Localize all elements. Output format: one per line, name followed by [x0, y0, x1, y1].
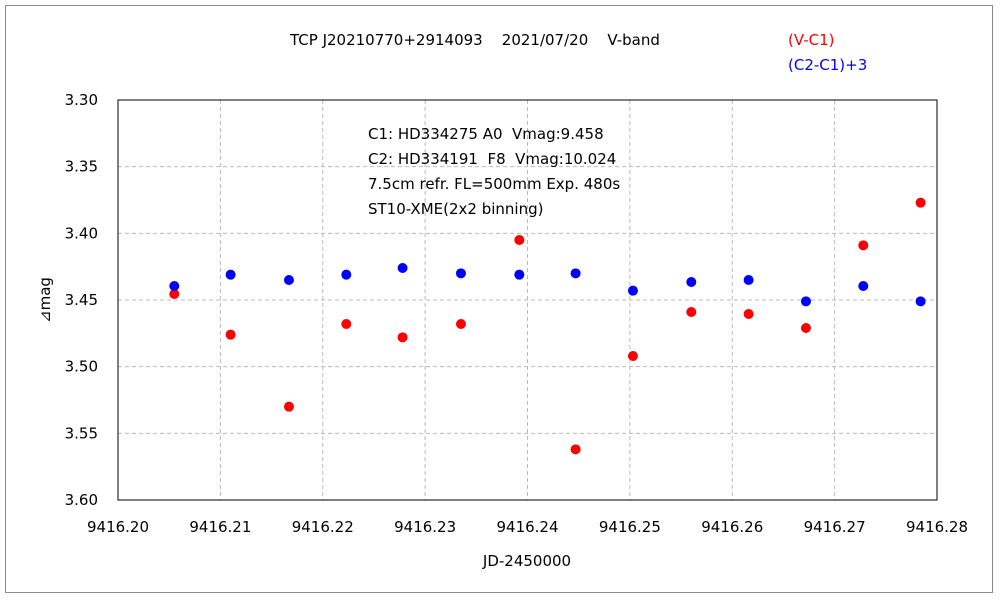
point-c2-c1 — [570, 268, 581, 279]
point-c2-c1 — [397, 263, 408, 273]
point-v-c1 — [341, 319, 352, 329]
x-tick-label: 9416.27 — [804, 518, 866, 536]
x-tick-label: 9416.20 — [87, 518, 149, 536]
x-tick-label: 9416.23 — [394, 518, 456, 536]
point-c2-c1 — [627, 285, 638, 296]
x-tick-label: 9416.22 — [292, 518, 354, 536]
plot-area — [117, 99, 938, 501]
data-points — [169, 197, 926, 455]
annotation-c2: C2: HD334191 F8 Vmag:10.024 — [368, 150, 616, 168]
legend-c2-c1: (C2-C1)+3 — [788, 56, 867, 74]
y-tick-label: 3.45 — [65, 291, 98, 309]
point-c2-c1 — [341, 269, 352, 280]
x-tick-label: 9416.21 — [189, 518, 251, 536]
point-c2-c1 — [514, 269, 525, 280]
point-v-c1 — [858, 240, 869, 251]
point-v-c1 — [915, 197, 926, 208]
point-v-c1 — [397, 332, 408, 343]
y-tick-label: 3.35 — [65, 158, 98, 176]
x-tick-label: 9416.25 — [599, 518, 661, 536]
chart-frame — [5, 5, 993, 593]
point-c2-c1 — [800, 296, 811, 307]
point-v-c1 — [225, 329, 236, 340]
x-tick-label: 9416.24 — [496, 518, 558, 536]
point-v-c1 — [627, 351, 638, 361]
point-c2-c1 — [858, 281, 869, 291]
x-axis-label: JD-2450000 — [482, 552, 571, 570]
grid — [118, 100, 937, 500]
point-v-c1 — [283, 401, 294, 412]
y-tick-label: 3.40 — [65, 224, 98, 242]
point-v-c1 — [169, 289, 180, 299]
y-tick-label: 3.50 — [65, 358, 98, 376]
tick-labels: 9416.20 9416.21 9416.22 9416.23 9416.24 9416.… — [65, 91, 968, 536]
annotation-c1: C1: HD334275 A0 Vmag:9.458 — [368, 125, 604, 143]
point-v-c1 — [743, 309, 754, 319]
point-c2-c1 — [283, 275, 294, 285]
point-v-c1 — [455, 319, 466, 329]
y-tick-label: 3.30 — [65, 91, 98, 109]
point-v-c1 — [514, 235, 525, 245]
x-tick-label: 9416.28 — [906, 518, 968, 536]
point-c2-c1 — [743, 275, 754, 285]
x-tick-label: 9416.26 — [701, 518, 763, 536]
point-c2-c1 — [169, 281, 180, 291]
point-c2-c1 — [915, 296, 926, 307]
point-v-c1 — [570, 444, 581, 455]
y-tick-label: 3.55 — [65, 424, 98, 442]
y-axis-label: ⊿mag — [36, 277, 54, 323]
point-v-c1 — [686, 307, 697, 317]
point-v-c1 — [800, 323, 811, 333]
point-c2-c1 — [225, 269, 236, 280]
annotation-telescope: 7.5cm refr. FL=500mm Exp. 480s — [368, 175, 620, 193]
point-c2-c1 — [686, 277, 697, 287]
y-tick-label: 3.60 — [65, 491, 98, 509]
legend-v-c1: (V-C1) — [788, 31, 835, 49]
point-c2-c1 — [455, 268, 466, 279]
chart-title: TCP J20210770+2914093 2021/07/20 V-band — [289, 31, 660, 49]
annotation-camera: ST10-XME(2x2 binning) — [368, 200, 543, 218]
